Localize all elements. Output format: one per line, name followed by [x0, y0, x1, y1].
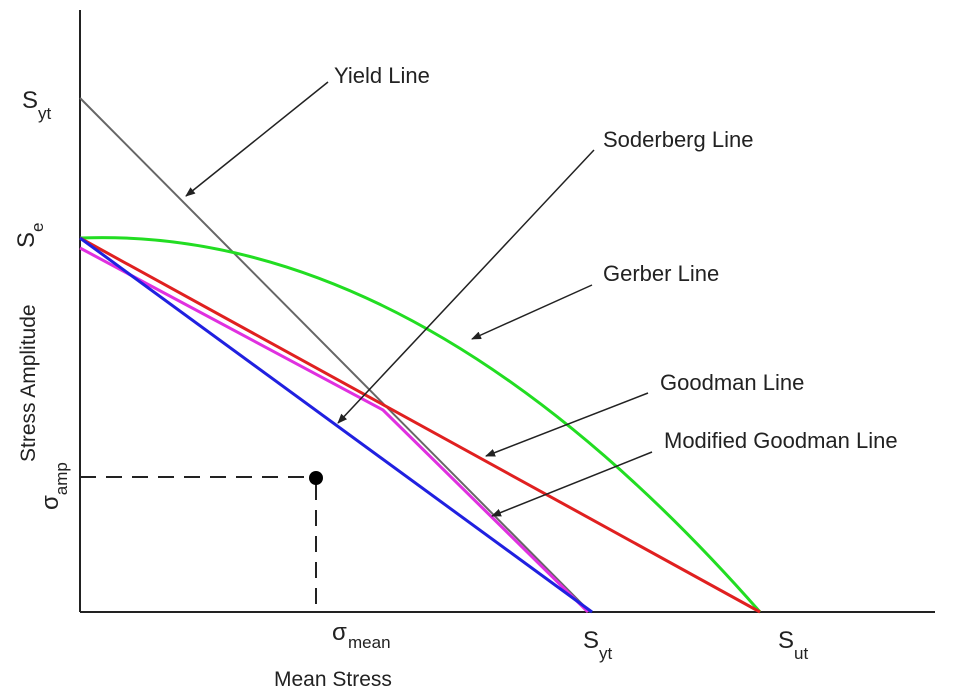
operating-point	[309, 471, 323, 485]
svg-text:S: S	[22, 87, 38, 114]
modified-goodman-line	[79, 246, 590, 614]
x-tick-syt: S yt	[583, 627, 613, 663]
y-tick-se: Se	[13, 223, 47, 248]
gerber-line-label: Gerber Line	[603, 261, 719, 286]
svg-text:yt: yt	[599, 644, 613, 663]
svg-text:ut: ut	[794, 644, 808, 663]
svg-text:S: S	[583, 627, 599, 654]
svg-text:yt: yt	[38, 104, 52, 123]
goodman-line-label: Goodman Line	[660, 370, 804, 395]
modified-goodman-leader-arrow	[491, 451, 653, 517]
y-tick-syt: S yt	[22, 87, 52, 123]
soderberg-leader-arrow	[337, 149, 595, 424]
soderberg-line	[79, 236, 593, 614]
y-axis-title: Stress Amplitude	[17, 304, 40, 462]
soderberg-line-label: Soderberg Line	[603, 127, 753, 152]
goodman-leader-arrow	[485, 392, 649, 457]
goodman-line	[79, 236, 761, 614]
yield-line-label: Yield Line	[334, 63, 430, 88]
svg-text:σ: σ	[332, 619, 347, 646]
yield-line	[79, 97, 591, 613]
gerber-leader-arrow	[471, 284, 593, 340]
modified-goodman-line-label: Modified Goodman Line	[664, 428, 898, 453]
x-axis-title: Mean Stress	[274, 668, 392, 691]
x-tick-sut: S ut	[778, 627, 808, 663]
x-tick-smean: σ mean	[332, 619, 391, 652]
gerber-line	[79, 236, 762, 613]
y-tick-samp: σamp	[37, 462, 71, 510]
svg-text:mean: mean	[348, 633, 391, 652]
svg-text:S: S	[778, 627, 794, 654]
yield-leader-arrow	[185, 81, 329, 197]
